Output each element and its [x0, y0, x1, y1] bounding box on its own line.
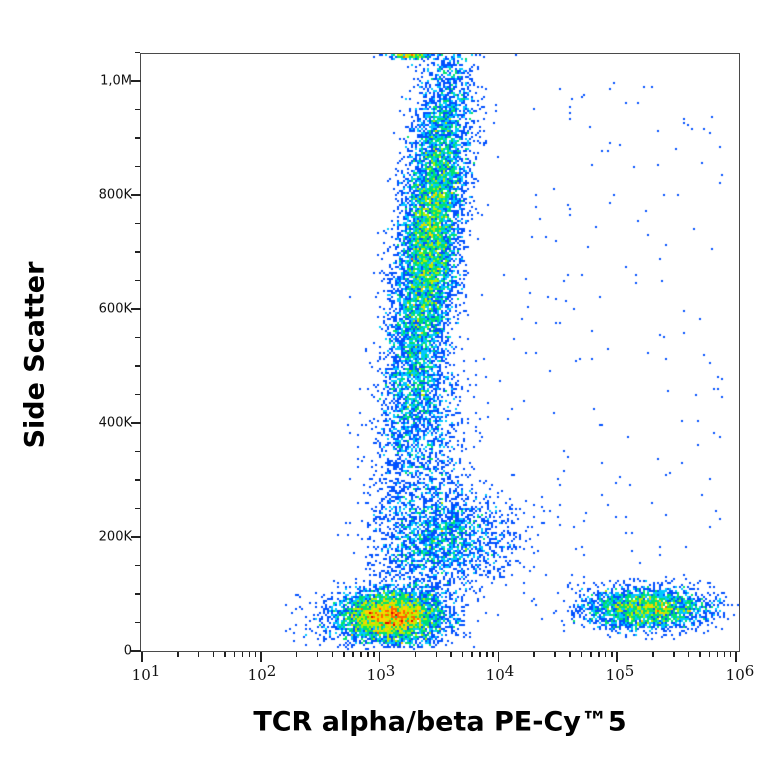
y-major-tick — [131, 650, 141, 652]
y-minor-tick — [135, 165, 140, 168]
y-major-tick — [131, 422, 141, 424]
x-minor-tick — [352, 652, 354, 657]
x-minor-tick — [367, 652, 369, 657]
x-tick-label: 103 — [366, 662, 396, 684]
x-minor-tick — [598, 652, 600, 657]
y-minor-tick — [135, 621, 140, 624]
x-minor-tick — [248, 652, 251, 657]
y-major-tick — [131, 536, 141, 538]
x-minor-tick — [414, 652, 417, 657]
x-minor-tick — [373, 652, 375, 657]
x-minor-tick — [450, 652, 452, 657]
x-axis-title: TCR alpha/beta PE-Cy™5 — [253, 706, 627, 738]
y-tick-label: 0 — [123, 643, 132, 659]
y-minor-tick — [135, 507, 140, 510]
x-minor-tick — [492, 652, 494, 657]
x-major-tick — [497, 652, 500, 662]
y-minor-tick — [135, 137, 140, 139]
x-minor-tick — [652, 652, 654, 657]
x-minor-tick — [604, 652, 607, 657]
x-minor-tick — [580, 652, 583, 657]
y-minor-tick — [135, 279, 140, 282]
x-minor-tick — [723, 652, 726, 657]
y-minor-tick — [135, 593, 140, 595]
x-minor-tick — [611, 652, 613, 657]
x-major-tick — [141, 652, 143, 662]
y-tick-label: 600K — [98, 301, 132, 317]
x-minor-tick — [461, 652, 464, 657]
x-minor-tick — [197, 652, 200, 657]
x-minor-tick — [343, 652, 345, 657]
y-tick-label: 1,0M — [100, 73, 132, 89]
x-minor-tick — [569, 652, 571, 657]
y-minor-tick — [135, 51, 140, 54]
x-minor-tick — [360, 652, 362, 657]
y-minor-tick — [135, 222, 140, 225]
y-major-tick — [131, 80, 141, 82]
x-minor-tick — [708, 652, 711, 657]
x-minor-tick — [241, 652, 244, 657]
y-major-tick — [131, 194, 141, 196]
y-minor-tick — [135, 393, 140, 396]
y-minor-tick — [135, 251, 140, 253]
x-tick-label: 105 — [605, 662, 635, 684]
y-minor-tick — [135, 108, 140, 111]
x-tick-label: 104 — [485, 662, 515, 684]
x-minor-tick — [533, 652, 535, 657]
y-minor-tick — [135, 365, 140, 367]
x-minor-tick — [316, 652, 319, 657]
x-minor-tick — [687, 652, 690, 657]
x-major-tick — [735, 652, 737, 662]
x-minor-tick — [471, 652, 473, 657]
x-minor-tick — [699, 652, 701, 657]
density-scatter — [141, 54, 739, 651]
y-minor-tick — [135, 450, 140, 453]
x-minor-tick — [254, 652, 257, 657]
x-minor-tick — [590, 652, 592, 657]
y-minor-tick — [135, 564, 140, 567]
x-minor-tick — [673, 652, 675, 657]
y-axis-title: Side Scatter — [19, 261, 51, 449]
x-major-tick — [260, 652, 262, 662]
x-minor-tick — [716, 652, 719, 657]
x-major-tick — [616, 652, 618, 662]
y-tick-label: 800K — [98, 187, 132, 203]
x-minor-tick — [224, 652, 226, 657]
x-minor-tick — [295, 652, 298, 657]
x-minor-tick — [177, 652, 179, 657]
y-minor-tick — [135, 336, 140, 339]
x-tick-label: 101 — [131, 662, 161, 684]
y-tick-label: 200K — [98, 529, 132, 545]
x-minor-tick — [554, 652, 556, 657]
x-minor-tick — [331, 652, 334, 657]
x-tick-label: 102 — [247, 662, 277, 684]
x-minor-tick — [435, 652, 438, 657]
x-minor-tick — [233, 652, 236, 657]
y-major-tick — [131, 308, 141, 310]
x-major-tick — [378, 652, 381, 662]
x-minor-tick — [486, 652, 488, 657]
x-minor-tick — [729, 652, 732, 657]
x-tick-label: 106 — [725, 662, 755, 684]
y-minor-tick — [135, 479, 140, 481]
x-minor-tick — [479, 652, 481, 657]
y-tick-label: 400K — [98, 415, 132, 431]
x-minor-tick — [212, 652, 215, 657]
